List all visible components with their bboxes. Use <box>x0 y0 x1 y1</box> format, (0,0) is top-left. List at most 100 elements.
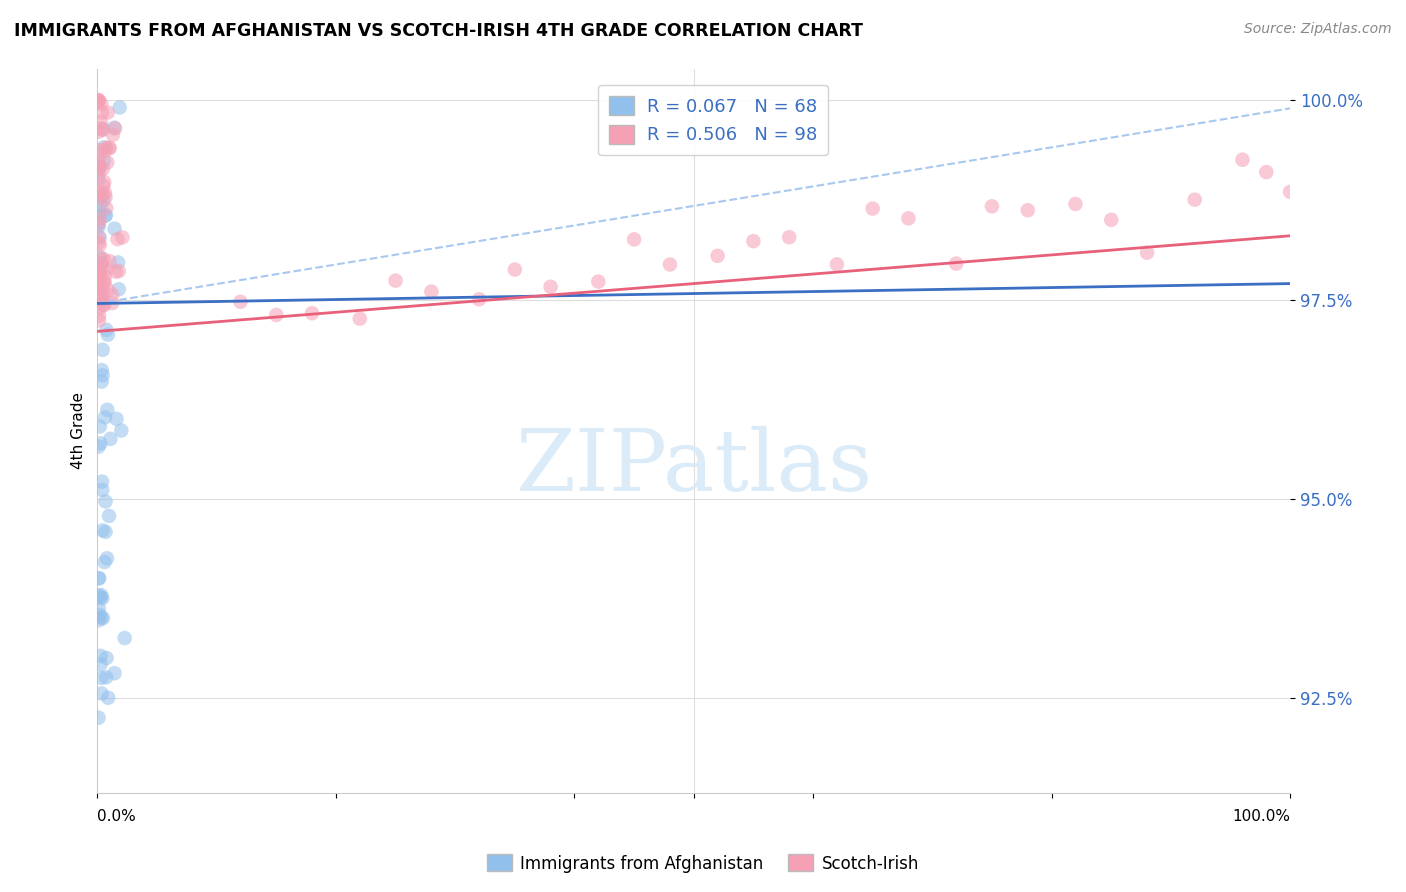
Point <box>623 232 645 246</box>
Point <box>97 141 120 155</box>
Point <box>87 191 110 205</box>
Point <box>90 115 112 129</box>
Point <box>96 141 118 155</box>
Point <box>93 298 115 312</box>
Point <box>94 524 117 539</box>
Point <box>93 178 115 193</box>
Text: IMMIGRANTS FROM AFGHANISTAN VS SCOTCH-IRISH 4TH GRADE CORRELATION CHART: IMMIGRANTS FROM AFGHANISTAN VS SCOTCH-IR… <box>14 22 863 40</box>
Point <box>97 327 120 342</box>
Point <box>89 301 111 315</box>
Point <box>384 274 406 288</box>
Point <box>90 610 112 624</box>
Point <box>87 187 110 202</box>
Point <box>825 257 848 271</box>
Point <box>107 232 129 246</box>
Point <box>103 221 125 235</box>
Text: Source: ZipAtlas.com: Source: ZipAtlas.com <box>1244 22 1392 37</box>
Point <box>89 230 111 244</box>
Point <box>96 261 118 276</box>
Point <box>107 264 129 278</box>
Point <box>91 524 114 538</box>
Point <box>98 141 121 155</box>
Point <box>87 601 110 615</box>
Point <box>87 286 110 301</box>
Legend: R = 0.067   N = 68, R = 0.506   N = 98: R = 0.067 N = 68, R = 0.506 N = 98 <box>598 85 828 155</box>
Point <box>89 293 111 308</box>
Point <box>658 258 681 272</box>
Point <box>108 282 131 296</box>
Point <box>87 166 110 180</box>
Y-axis label: 4th Grade: 4th Grade <box>72 392 86 469</box>
Point <box>90 252 112 266</box>
Point <box>420 285 443 299</box>
Point <box>93 175 115 189</box>
Point <box>87 571 110 585</box>
Point <box>89 160 111 174</box>
Point <box>89 571 111 585</box>
Point <box>94 494 117 508</box>
Point <box>87 161 110 175</box>
Point <box>93 153 115 168</box>
Point <box>90 189 112 203</box>
Point <box>89 607 111 622</box>
Point <box>101 287 124 301</box>
Point <box>89 206 111 220</box>
Point <box>96 402 118 417</box>
Point <box>87 153 110 167</box>
Point <box>503 262 526 277</box>
Point <box>1017 203 1039 218</box>
Point <box>87 309 110 323</box>
Point <box>89 291 111 305</box>
Point <box>93 140 115 154</box>
Point <box>91 105 114 120</box>
Point <box>93 194 115 208</box>
Point <box>87 230 110 244</box>
Point <box>104 265 127 279</box>
Point <box>96 201 118 215</box>
Point <box>91 475 114 489</box>
Point <box>93 555 115 569</box>
Point <box>90 375 112 389</box>
Point <box>94 209 117 223</box>
Point <box>91 161 114 176</box>
Text: 100.0%: 100.0% <box>1232 809 1291 824</box>
Point <box>87 281 110 295</box>
Point <box>96 670 118 684</box>
Point <box>110 424 132 438</box>
Point <box>87 271 110 285</box>
Point <box>91 122 114 136</box>
Point <box>87 589 110 603</box>
Point <box>87 613 110 627</box>
Point <box>105 412 128 426</box>
Point <box>94 269 117 284</box>
Point <box>90 648 112 663</box>
Point <box>1279 185 1302 199</box>
Point <box>91 611 114 625</box>
Point <box>897 211 920 226</box>
Text: ZIPatlas: ZIPatlas <box>515 425 872 508</box>
Point <box>98 508 121 523</box>
Point <box>87 264 110 278</box>
Point <box>89 258 111 272</box>
Point <box>87 95 110 109</box>
Point <box>108 100 131 114</box>
Text: 0.0%: 0.0% <box>97 809 136 824</box>
Point <box>706 249 728 263</box>
Point <box>91 285 114 299</box>
Point <box>87 277 110 291</box>
Point <box>87 264 110 278</box>
Point <box>862 202 884 216</box>
Point <box>87 217 110 231</box>
Point <box>94 186 117 201</box>
Point <box>468 293 491 307</box>
Point <box>87 94 110 108</box>
Point <box>90 96 112 111</box>
Point <box>89 250 111 264</box>
Point <box>90 262 112 277</box>
Point <box>540 279 562 293</box>
Point <box>91 292 114 306</box>
Point <box>93 252 115 267</box>
Point <box>229 294 252 309</box>
Point <box>89 237 111 252</box>
Point <box>104 121 127 136</box>
